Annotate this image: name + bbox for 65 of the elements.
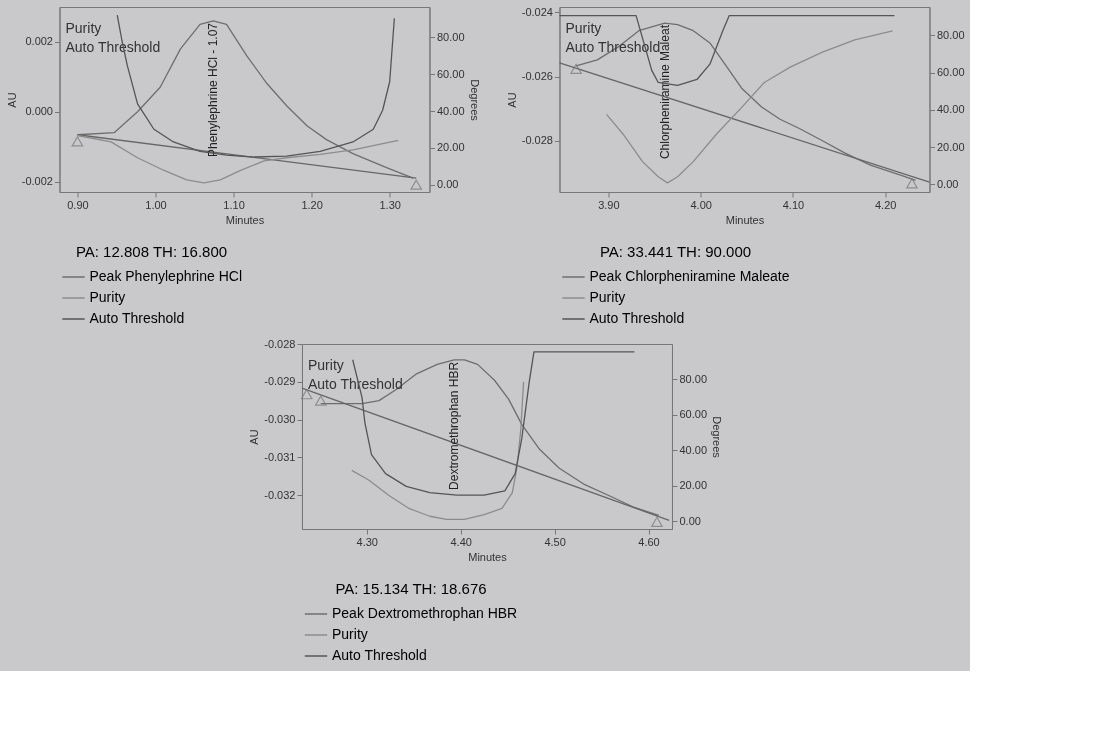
y2-tick-label: 60.00 [436,67,465,80]
annotation: Purity [65,20,102,36]
x-tick-label: 4.00 [690,198,712,211]
y-tick-label: 0.000 [25,105,53,118]
y2-tick-label: 0.00 [936,177,959,190]
x-tick-label: 4.40 [450,535,472,548]
y-axis-title: AU [248,429,261,445]
y2-tick-label: 40.00 [679,443,708,456]
y2-tick-label: 60.00 [936,66,965,79]
x-tick-label: 1.00 [145,198,167,211]
x-tick-label: 1.30 [379,198,401,211]
legend-title: PA: 12.808 TH: 16.800 [75,243,228,260]
annotation: Dextromethrophan HBR [447,361,462,490]
legend-label: Peak Phenylephrine HCl [89,268,243,284]
y2-tick-label: 80.00 [936,28,965,41]
y-tick-label: 0.002 [25,35,53,48]
legend-label: Purity [589,289,626,305]
legend-label: Auto Threshold [331,647,427,663]
legend-label: Auto Threshold [589,310,685,326]
legend-label: Peak Dextromethrophan HBR [331,605,518,621]
y2-tick-label: 40.00 [936,103,965,116]
y-tick-label: -0.028 [521,134,553,147]
y2-tick-label: 20.00 [936,140,965,153]
y-tick-label: -0.028 [264,337,296,350]
x-axis-title: Minutes [468,550,508,563]
x-axis-title: Minutes [725,213,765,226]
y2-tick-label: 80.00 [436,30,465,43]
legend-label: Purity [331,626,368,642]
legend-title: PA: 15.134 TH: 18.676 [335,580,487,597]
y2-tick-label: 0.00 [436,178,459,191]
y2-tick-label: 40.00 [436,104,465,117]
annotation: Auto Threshold [65,39,161,55]
y-axis-title: AU [505,92,518,108]
y2-tick-label: 60.00 [679,408,708,421]
y2-axis-title: Degrees [468,79,481,122]
y2-axis-title: Degrees [711,416,724,459]
annotation: Purity [307,357,344,373]
x-tick-label: 4.30 [356,535,378,548]
y2-tick-label: 80.00 [679,372,708,385]
y2-tick-label: 20.00 [679,479,708,492]
x-tick-label: 4.20 [874,198,897,211]
legend-label: Peak Chlorpheniramine Maleate [589,268,790,284]
annotation: Phenylephrine HCl - 1.07 [206,22,221,158]
y-tick-label: -0.031 [264,450,296,463]
x-tick-label: 4.10 [782,198,805,211]
y2-tick-label: 0.00 [679,514,701,527]
x-tick-label: 0.90 [67,198,89,211]
x-tick-label: 4.50 [544,535,566,548]
y-tick-label: -0.002 [21,175,53,188]
y-tick-label: -0.029 [264,375,296,388]
x-tick-label: 1.20 [301,198,323,211]
y-tick-label: -0.032 [264,488,296,501]
y-axis-title: AU [5,92,18,108]
x-tick-label: 1.10 [223,198,245,211]
x-tick-label: 4.60 [638,535,660,548]
legend-label: Auto Threshold [89,310,185,326]
x-axis-title: Minutes [225,213,265,226]
annotation: Purity [565,20,602,36]
y2-tick-label: 20.00 [436,141,465,154]
y-tick-label: -0.024 [521,5,553,18]
legend-title: PA: 33.441 TH: 90.000 [599,243,752,260]
y-tick-label: -0.026 [521,70,553,83]
x-tick-label: 3.90 [598,198,620,211]
y-tick-label: -0.030 [264,413,296,426]
legend-label: Purity [89,289,126,305]
